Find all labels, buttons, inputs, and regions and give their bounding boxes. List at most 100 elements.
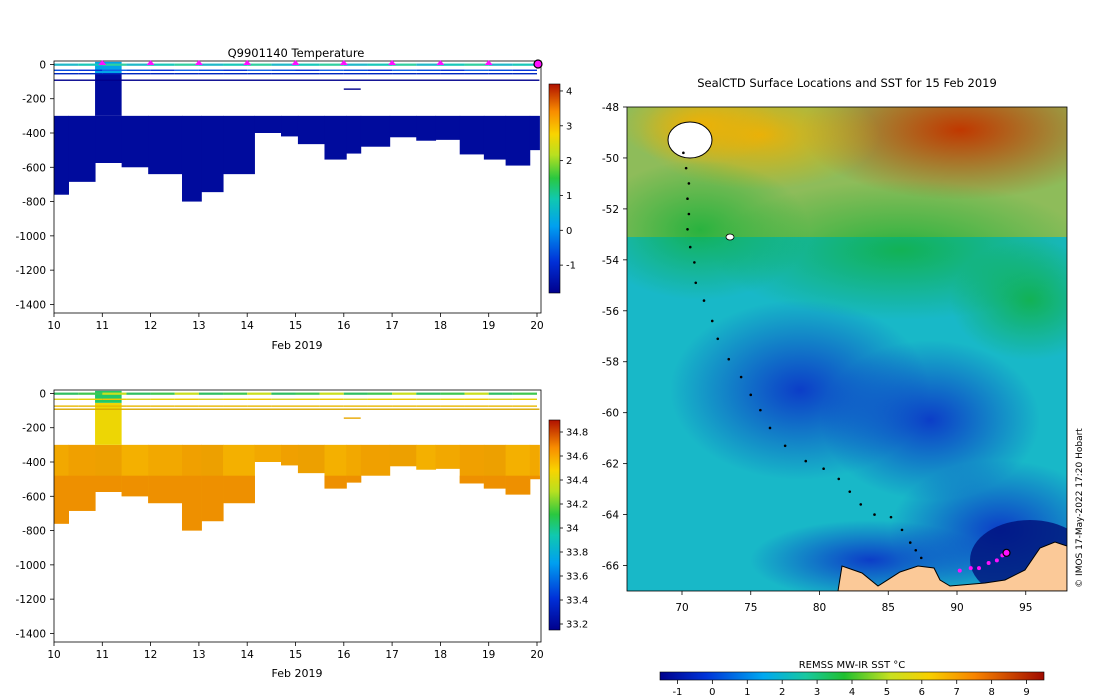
track-point	[848, 490, 852, 493]
track-point	[889, 515, 893, 519]
track-point	[710, 319, 714, 323]
profile-cell	[281, 115, 299, 137]
sst-colorbar-tick-label: 0	[709, 687, 715, 698]
y-tick-label: -800	[22, 197, 46, 209]
sst-colorbar-tick-label: 3	[814, 687, 820, 698]
surface-layer-cell	[464, 392, 489, 395]
profile-cell	[435, 444, 461, 469]
surface-layer-cell	[367, 392, 393, 395]
surface-layer-cell	[440, 63, 465, 66]
sst-colorbar-tick-label: 9	[1023, 687, 1029, 698]
profile-cell	[360, 444, 391, 476]
track-point	[688, 245, 692, 249]
profile-cell	[223, 115, 255, 175]
profile-marker	[146, 60, 155, 65]
track-point	[749, 393, 753, 397]
track-point	[837, 477, 841, 481]
surface-layer-cell	[223, 73, 248, 75]
profile-cell	[360, 115, 391, 147]
surface-layer-cell	[271, 63, 296, 66]
antarctic-coastline	[837, 541, 1067, 591]
colorbar-tick-label: 34	[566, 524, 579, 535]
profile-cell-deep	[95, 475, 123, 492]
surface-layer-cell	[343, 73, 368, 75]
track-point	[684, 166, 688, 170]
salinity-colorbar	[548, 419, 561, 631]
x-tick-label: 17	[385, 649, 398, 661]
surface-layer-cell	[319, 405, 344, 407]
surface-layer-cell	[295, 398, 320, 400]
y-tick-label: 0	[39, 59, 46, 71]
x-tick-label: 13	[192, 649, 205, 661]
track-point	[687, 212, 691, 216]
profile-cell	[389, 444, 417, 467]
salinity-x-axis: 10 11 12 13 14 15 16 17 18 19 20	[47, 642, 544, 661]
surface-layer-cell	[126, 398, 151, 400]
surface-layer-cell	[295, 73, 320, 75]
surface-layer-cell	[78, 69, 103, 71]
surface-layer-cell	[198, 73, 224, 75]
surface-layer-cell	[271, 405, 296, 407]
temperature-colorbar-ticks: 4 3 2 1 0 -1	[560, 86, 576, 272]
surface-layer-cell	[150, 392, 175, 395]
track-point	[739, 375, 743, 379]
profile-cell	[54, 115, 69, 195]
y-tick-label: -1000	[15, 560, 46, 572]
surface-layer-cell	[440, 398, 465, 400]
surface-layer-cell	[343, 88, 361, 90]
recent-position	[986, 560, 991, 565]
map-title: SealCTD Surface Locations and SST for 15…	[697, 76, 997, 90]
surface-layer-cell	[174, 392, 199, 395]
x-tick-label: 19	[482, 649, 495, 661]
surface-layer-cell	[343, 63, 368, 66]
surface-layer-cell	[367, 63, 393, 66]
x-tick-label: 15	[289, 649, 302, 661]
profile-cell-deep	[324, 475, 347, 489]
sst-colorbar-tick-label: 2	[779, 687, 785, 698]
surface-layer-cell	[198, 392, 224, 395]
surface-layer-cell	[464, 405, 489, 407]
surface-layer-cell	[54, 408, 540, 410]
surface-layer-cell	[416, 63, 441, 66]
surface-layer-cell	[416, 69, 441, 71]
surface-layer-cell	[247, 405, 272, 407]
surface-layer-cell	[223, 405, 248, 407]
surface-layer-cell	[126, 392, 151, 395]
surface-layer-cell	[440, 405, 465, 407]
profile-cell-deep	[54, 475, 69, 524]
colorbar-tick-label: 33.2	[566, 620, 588, 631]
profile-cell	[416, 444, 437, 470]
profile-cell	[68, 115, 96, 182]
surface-layer-cell	[54, 63, 79, 66]
profile-cell-deep	[529, 475, 540, 480]
track-point	[702, 299, 706, 302]
surface-layer-cell	[464, 63, 489, 66]
track-point	[822, 467, 825, 471]
colorbar-tick-label: 34.2	[566, 500, 588, 511]
x-tick-label: 10	[47, 320, 60, 332]
island-landmass	[667, 121, 713, 159]
surface-layer-cell	[295, 405, 320, 407]
surface-layer-cell	[392, 405, 417, 407]
sst-colorbar-tick-label: 6	[919, 687, 925, 698]
surface-layer-cell	[440, 69, 465, 71]
surface-layer-cell	[367, 405, 393, 407]
surface-layer-cell	[464, 398, 489, 400]
surface-layer-cell	[150, 405, 175, 407]
surface-layer-cell	[223, 69, 248, 71]
surface-layer-cell	[271, 73, 296, 75]
surface-layer-cell	[126, 69, 151, 71]
x-tick-label: 14	[241, 320, 255, 332]
y-tick-label: -600	[22, 491, 46, 503]
surface-layer-cell	[488, 405, 513, 407]
sst-colorbar-tick-label: 7	[954, 687, 960, 698]
track-point	[914, 548, 918, 552]
surface-layer-cell	[464, 69, 489, 71]
profile-cell	[416, 115, 437, 141]
surface-layer-cell	[392, 73, 417, 75]
temperature-cells	[54, 61, 540, 202]
surface-layer-cell	[512, 63, 537, 66]
lat-tick-label: -66	[602, 561, 619, 573]
salinity-x-label: Feb 2019	[272, 667, 323, 680]
surface-layer-cell	[367, 69, 393, 71]
